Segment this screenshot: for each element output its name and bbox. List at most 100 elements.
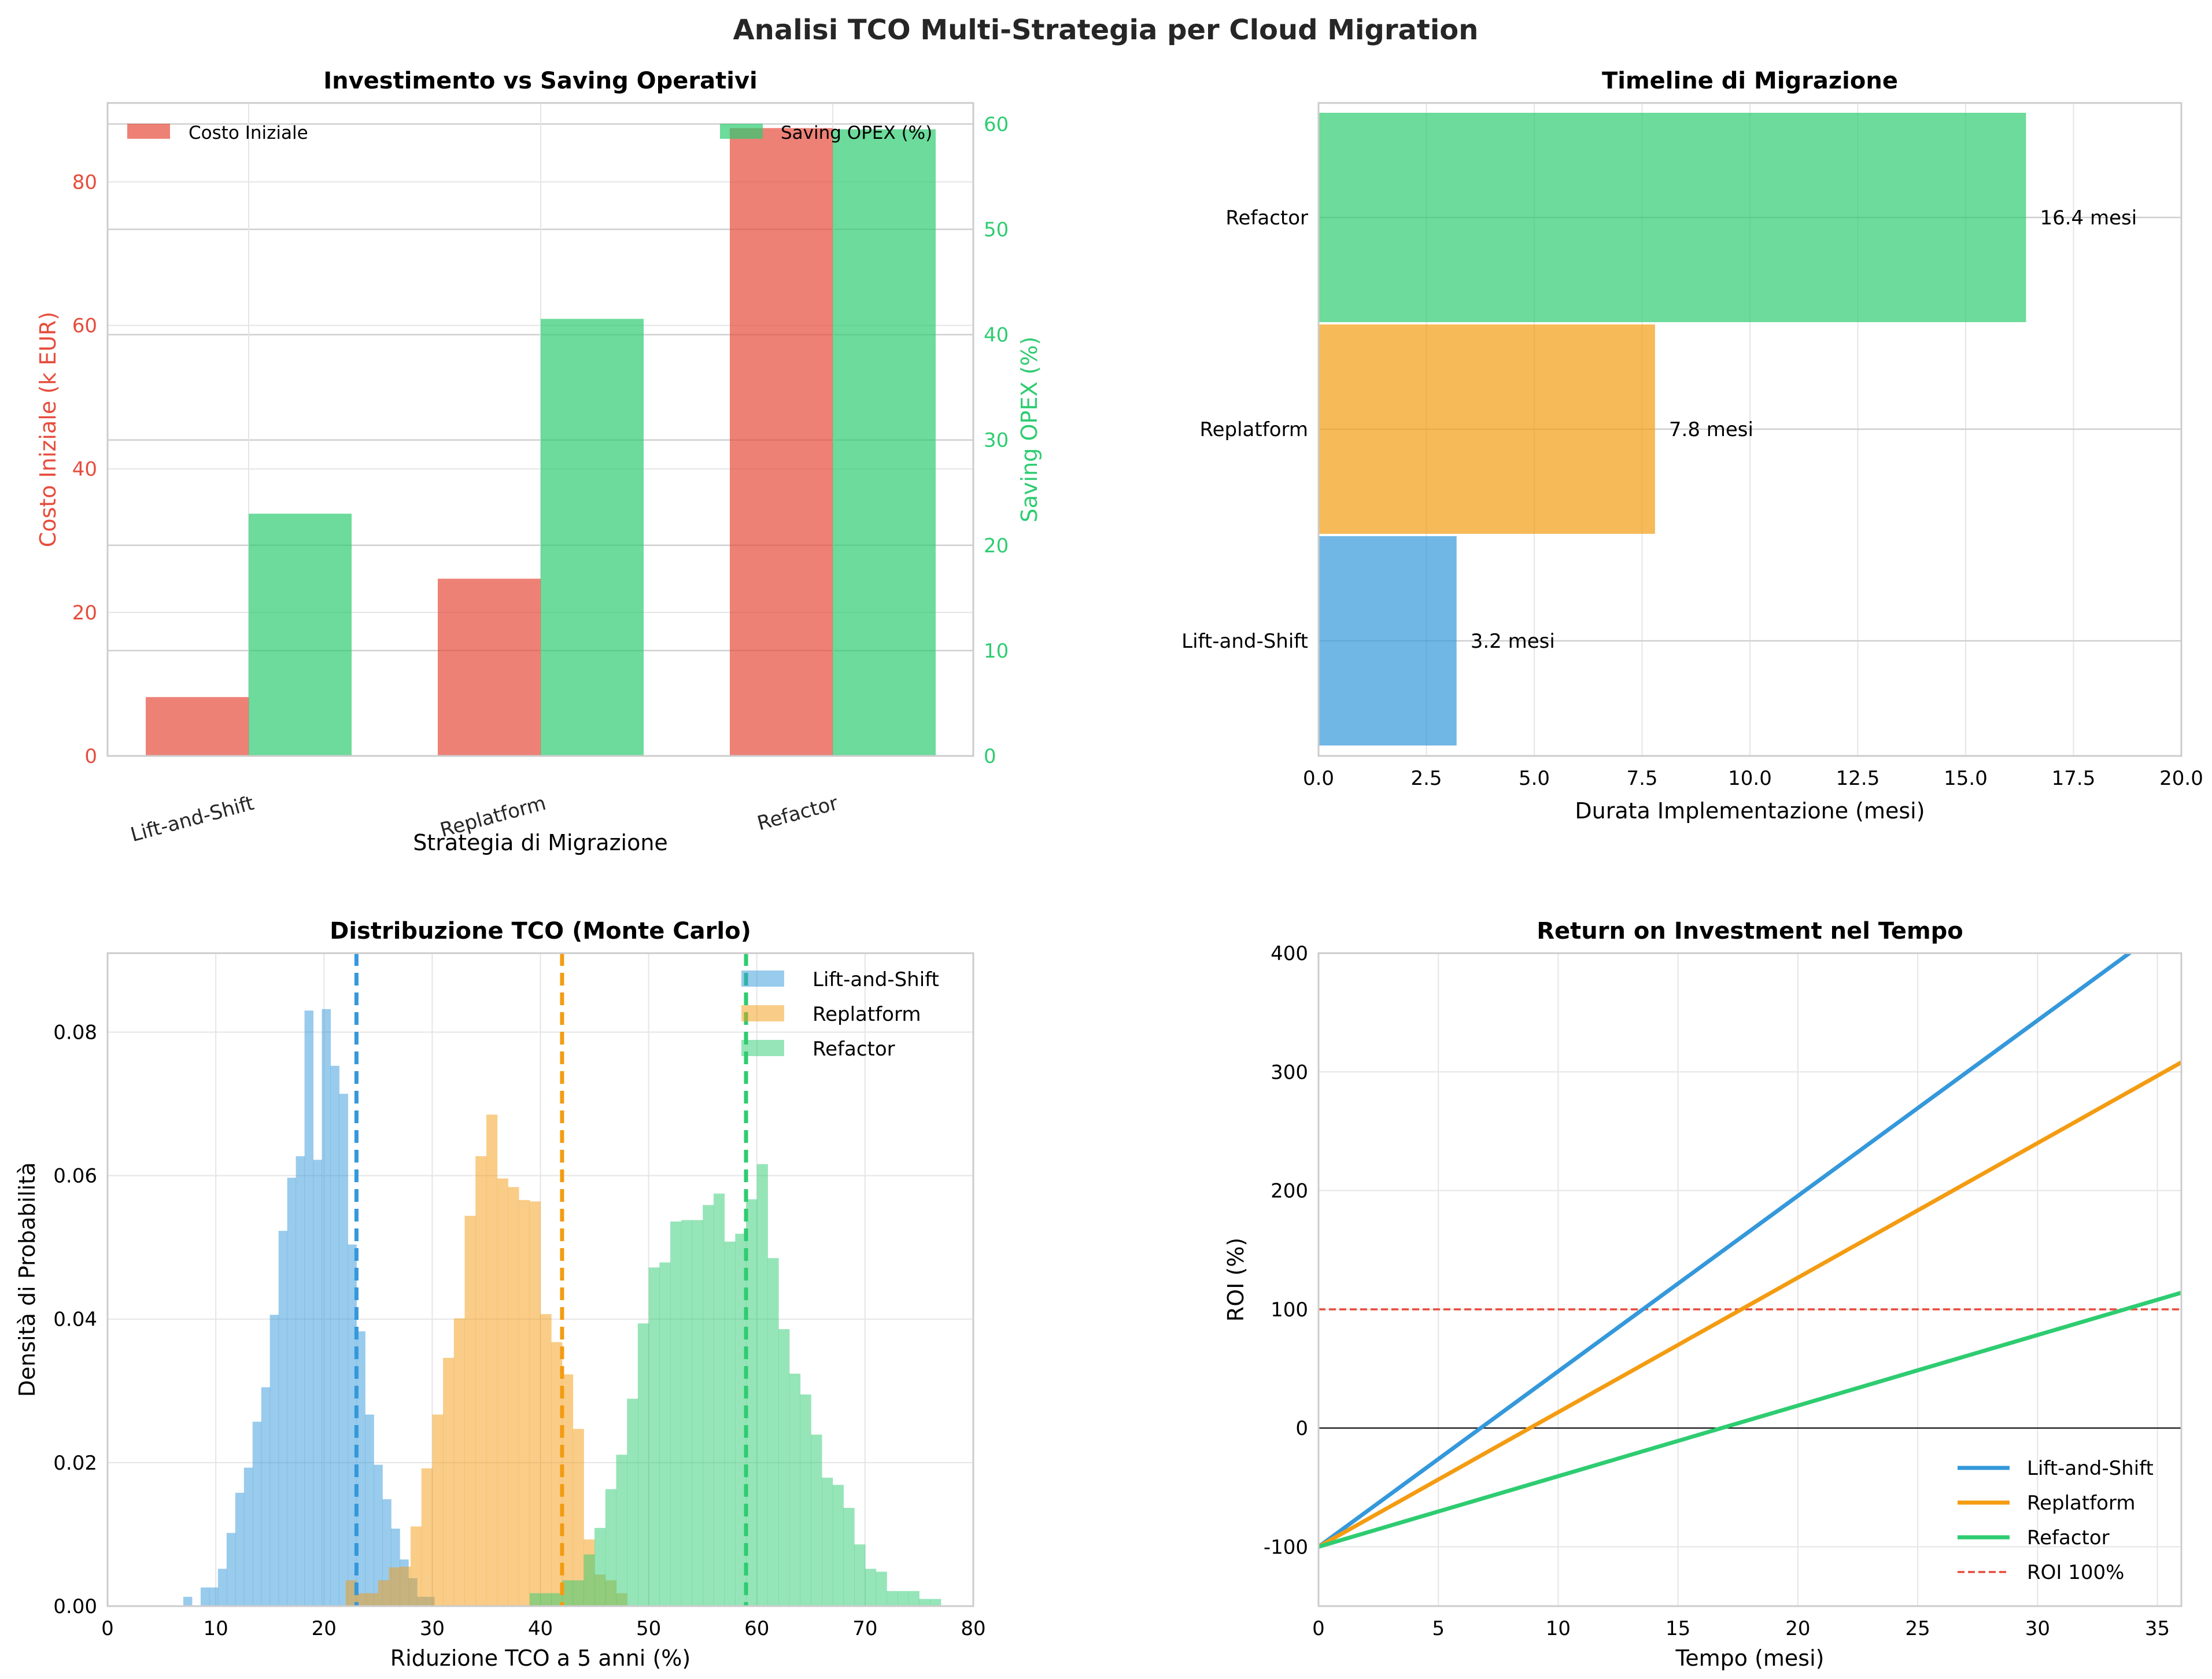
legend-swatch (741, 1005, 784, 1021)
histogram-bin (832, 1485, 844, 1606)
histogram-bin (584, 1554, 595, 1606)
histogram-bin (724, 1241, 736, 1606)
histogram-bin (605, 1489, 616, 1606)
histogram-bin (876, 1571, 887, 1606)
x-tick-label: 20 (1785, 1617, 1810, 1640)
x-tick-label: 10 (203, 1617, 228, 1640)
y-tick-label-right: 30 (984, 429, 1009, 452)
histogram-bin (421, 1468, 433, 1606)
x-tick-label: 15.0 (1944, 767, 1988, 790)
histogram-bin (746, 1199, 758, 1606)
histogram-bin (627, 1398, 638, 1606)
histogram-bin (226, 1533, 236, 1606)
histogram-bin (811, 1434, 822, 1606)
histogram-bin (443, 1357, 455, 1606)
histogram-bin (703, 1205, 714, 1606)
histogram-bin (287, 1178, 297, 1606)
y-tick-label: 0.04 (53, 1308, 97, 1331)
histogram-bin (778, 1329, 790, 1606)
histogram-bin (367, 1593, 379, 1606)
y-tick-label: 0.08 (53, 1021, 97, 1044)
y-tick-label-left: 20 (72, 602, 97, 625)
legend-label-saving: Saving OPEX (%) (781, 123, 932, 143)
x-tick-label: 0.0 (1303, 767, 1334, 790)
histogram-bin (887, 1591, 898, 1606)
histogram-bin (209, 1587, 219, 1606)
histogram-bin (854, 1544, 866, 1606)
x-tick-label: 20 (312, 1617, 337, 1640)
chart-title: Distribuzione TCO (Monte Carlo) (330, 918, 751, 944)
histogram-bin (898, 1591, 909, 1606)
histogram-bin (735, 1234, 747, 1606)
y-tick-label: 100 (1271, 1298, 1308, 1322)
y-tick-label: Refactor (1225, 206, 1308, 230)
y-tick-label-right: 40 (984, 324, 1009, 347)
histogram-bin (616, 1455, 627, 1606)
histogram-bin (789, 1374, 801, 1606)
histogram-bin (378, 1580, 390, 1606)
bar-value-label: 3.2 mesi (1471, 630, 1555, 653)
histogram-bin (269, 1315, 279, 1606)
y-axis-label: Densità di Probabilità (14, 1163, 40, 1397)
histogram-bin (919, 1599, 930, 1606)
histogram-bin (551, 1342, 563, 1606)
bar-saving-opex (541, 319, 644, 756)
histogram-bin (497, 1178, 508, 1606)
x-tick-label: 70 (852, 1617, 877, 1640)
y-tick-label: 300 (1271, 1061, 1308, 1084)
histogram-bin (235, 1492, 245, 1606)
bar-value-label: 16.4 mesi (2040, 206, 2137, 230)
legend-swatch (741, 971, 784, 987)
panel1-frame (106, 102, 974, 757)
histogram-bin (330, 1065, 339, 1606)
x-axis-label: Tempo (mesi) (1675, 1645, 1824, 1671)
x-tick-label: 15 (1666, 1617, 1690, 1640)
x-tick-label: 30 (2025, 1617, 2050, 1640)
y-tick-label-left: 40 (72, 458, 97, 481)
histogram-bin (800, 1394, 811, 1606)
chart-title: Investimento vs Saving Operativi (323, 68, 758, 94)
figure-suptitle: Analisi TCO Multi-Strategia per Cloud Mi… (733, 14, 1479, 46)
histogram-bin (822, 1477, 833, 1606)
histogram-bin (217, 1569, 227, 1606)
histogram-bin (767, 1258, 779, 1606)
x-tick-label: 60 (744, 1617, 769, 1640)
x-tick-label: 10 (1546, 1617, 1571, 1640)
y-axis-label-left: Costo Iniziale (k EUR) (35, 312, 61, 547)
histogram-bin (252, 1422, 262, 1606)
histogram-bin (183, 1596, 193, 1606)
histogram-bin (200, 1587, 210, 1606)
x-tick-label: 20.0 (2159, 767, 2203, 790)
bar-duration (1319, 536, 1457, 746)
chart-title: Return on Investment nel Tempo (1537, 918, 1963, 944)
x-tick-label: 5.0 (1519, 767, 1550, 790)
histogram-bin (562, 1374, 574, 1606)
histogram-bin (453, 1318, 466, 1606)
histogram-bin (540, 1593, 552, 1606)
histogram-bin (670, 1222, 682, 1606)
histogram-bin (339, 1094, 348, 1606)
histogram-bin (261, 1387, 271, 1606)
y-tick-label: 0.02 (53, 1452, 97, 1475)
chart-title: Timeline di Migrazione (1602, 68, 1898, 94)
histogram-bin (374, 1464, 383, 1606)
histogram-bin (573, 1580, 584, 1606)
x-tick-label: 10.0 (1728, 767, 1772, 790)
histogram-bin (573, 1429, 584, 1606)
y-tick-label: -100 (1264, 1536, 1308, 1559)
x-axis-label: Riduzione TCO a 5 anni (%) (390, 1645, 690, 1671)
histogram-bin (508, 1187, 519, 1606)
y-tick-label-left: 60 (72, 315, 97, 338)
histogram-bin (540, 1314, 552, 1606)
y-tick-label-left: 0 (84, 745, 97, 768)
panel2-frame (1317, 102, 2183, 757)
histogram-bin (865, 1569, 877, 1606)
legend-label: Replatform (813, 1003, 921, 1026)
x-tick-label: Refactor (755, 792, 840, 836)
histogram-bin (930, 1599, 941, 1606)
x-tick-label: 40 (528, 1617, 553, 1640)
histogram-bin (365, 1414, 374, 1606)
legend-label: Refactor (813, 1038, 895, 1061)
roi-over-time-chart: 0 5 10 15 20 25 30 35 -100 0 100 200 300 400 Return on… (1223, 918, 2183, 1671)
